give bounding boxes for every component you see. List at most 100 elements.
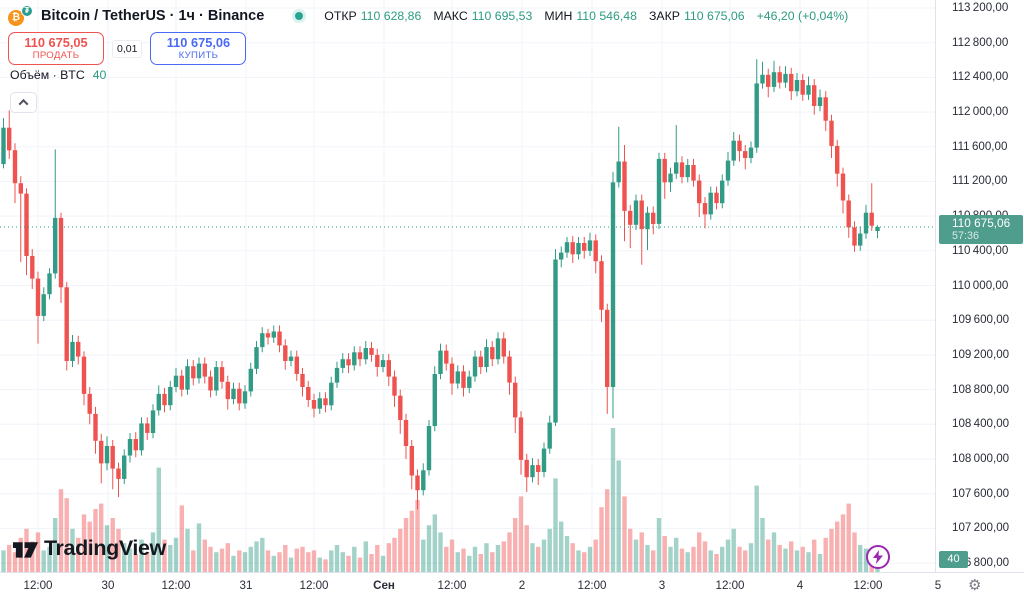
buy-button[interactable]: 110 675,06 КУПИТЬ — [150, 32, 247, 65]
volume-bar — [254, 541, 259, 572]
volume-bar — [449, 539, 455, 572]
volume-bar — [783, 548, 788, 572]
candle — [329, 382, 334, 406]
volume-bar — [202, 539, 207, 572]
candle — [179, 375, 184, 390]
volume-bar — [467, 555, 472, 572]
price-axis[interactable]: 110 675,06 57:36 40 113 200,00 112 800,00… — [935, 0, 1024, 572]
candle — [202, 363, 207, 377]
instant-trading-button[interactable] — [866, 545, 890, 569]
volume-bar — [582, 552, 587, 572]
volume-bar — [133, 554, 138, 572]
volume-bar — [260, 537, 265, 572]
volume-legend-value: 40 — [92, 68, 107, 82]
volume-bar — [674, 537, 679, 572]
candle — [766, 74, 771, 87]
volume-bar — [421, 539, 426, 572]
candle — [438, 350, 443, 374]
volume-bar — [196, 523, 202, 572]
volume-bar — [495, 545, 501, 572]
candle — [363, 348, 368, 360]
time-tick-label: 12:00 — [299, 579, 329, 592]
volume-bar — [329, 550, 334, 572]
candle — [70, 341, 75, 361]
candle — [697, 180, 702, 204]
candle — [260, 333, 265, 348]
gear-icon[interactable]: ⚙ — [968, 577, 982, 594]
candle — [800, 80, 805, 95]
candle — [1, 127, 6, 165]
time-tick-label: 31 — [239, 579, 253, 592]
candle — [168, 387, 173, 406]
candle — [398, 395, 403, 420]
candle — [357, 352, 363, 360]
low-label: МИН — [544, 9, 573, 23]
price-tick-label: 109 200,00 — [952, 347, 1010, 361]
candle — [863, 212, 869, 234]
volume-bar — [524, 525, 529, 572]
volume-bar — [564, 536, 570, 572]
candle — [294, 356, 299, 374]
tradingview-watermark-link[interactable]: TradingView — [12, 536, 166, 561]
volume-bar — [610, 428, 616, 572]
volume-bar — [311, 550, 317, 572]
volume-bar — [127, 548, 133, 572]
volume-bar — [58, 489, 64, 572]
volume-legend[interactable]: Объём · BTC 40 — [10, 68, 106, 82]
candlestick-chart[interactable] — [0, 0, 935, 572]
high-label: МАКС — [433, 9, 468, 23]
collapse-legend-button[interactable] — [10, 92, 37, 113]
market-status-dot-icon[interactable] — [295, 12, 304, 20]
volume-bar — [823, 537, 828, 572]
candle — [237, 388, 242, 404]
candle — [875, 227, 880, 231]
pair-logo: ₿ ₮ — [8, 5, 34, 27]
volume-bar — [743, 550, 748, 572]
candle — [599, 261, 604, 310]
volume-bar — [415, 500, 420, 572]
candle — [605, 309, 610, 387]
ohlc-values: ОТКР 110 628,86 МАКС 110 695,53 МИН 110 … — [324, 9, 848, 23]
volume-bar — [547, 528, 552, 572]
candle — [369, 348, 374, 355]
volume-bar — [794, 550, 800, 572]
candle — [127, 439, 133, 456]
volume-bar — [409, 510, 414, 572]
price-tick-label: 112 800,00 — [952, 35, 1009, 49]
volume-bar — [576, 550, 581, 572]
volume-bar — [771, 532, 777, 572]
time-tick-label: Сен — [373, 579, 395, 592]
volume-bar — [806, 552, 811, 572]
time-axis[interactable]: ⚙ 12:00 30 12:00 31 12:00 Сен 12:00 2 12:00 3 12:0… — [0, 572, 1024, 598]
candle — [254, 347, 259, 369]
volume-bar — [352, 546, 357, 572]
candle — [852, 227, 857, 246]
volume-bar — [47, 546, 52, 572]
price-tick-label: 111 200,00 — [952, 174, 1008, 188]
volume-bar — [593, 539, 598, 572]
open-value: 110 628,86 — [360, 9, 422, 23]
candle — [145, 423, 150, 433]
price-tick-label: 109 600,00 — [952, 313, 1010, 327]
volume-bar — [219, 548, 225, 572]
volume-bar — [403, 518, 409, 572]
volume-bar — [829, 528, 834, 572]
candle — [30, 256, 35, 279]
volume-bar — [99, 503, 104, 572]
candle — [656, 158, 662, 224]
volume-bar — [840, 514, 846, 572]
symbol-title[interactable]: Bitcoin / TetherUS · 1ч · Binance — [41, 8, 265, 24]
price-tick-label: 108 400,00 — [952, 417, 1010, 431]
volume-bar — [432, 514, 437, 572]
sell-price: 110 675,05 — [24, 34, 88, 50]
candle — [444, 350, 449, 364]
volume-bar — [438, 532, 443, 572]
candle — [156, 393, 161, 411]
volume-bar — [237, 550, 242, 572]
volume-bar — [41, 550, 46, 572]
volume-bar — [639, 532, 644, 572]
volume-bar — [777, 545, 782, 572]
volume-bar — [651, 550, 656, 572]
sell-button[interactable]: 110 675,05 ПРОДАТЬ — [8, 32, 104, 65]
candle — [783, 73, 788, 83]
